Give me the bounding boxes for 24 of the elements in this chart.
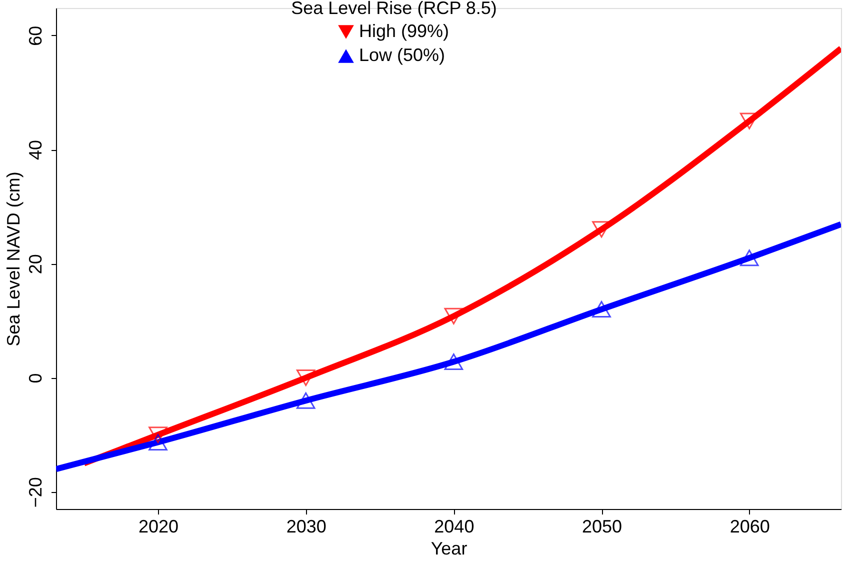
legend-label: Low (50%) bbox=[359, 45, 446, 65]
x-tick-label: 2060 bbox=[730, 516, 770, 536]
x-tick-label: 2030 bbox=[286, 516, 326, 536]
point bbox=[296, 370, 316, 386]
legend-title: Sea Level Rise (RCP 8.5) bbox=[291, 0, 497, 18]
point bbox=[592, 301, 611, 318]
legend-label: High (99%) bbox=[359, 21, 450, 41]
y-tick-label: 40 bbox=[26, 140, 46, 160]
x-tick-label: 2050 bbox=[582, 516, 622, 536]
y-tick-label: 20 bbox=[26, 254, 46, 274]
y-tick-label: 0 bbox=[26, 373, 46, 384]
y-tick-label: 60 bbox=[26, 26, 46, 46]
y-tick-label: −20 bbox=[26, 477, 46, 508]
point bbox=[148, 426, 168, 444]
point bbox=[592, 221, 611, 238]
x-tick-label: 2020 bbox=[138, 516, 179, 536]
point bbox=[444, 308, 464, 324]
point bbox=[148, 434, 168, 450]
y-axis-title: Sea Level NAVD (cm) bbox=[4, 172, 24, 346]
point bbox=[740, 250, 759, 266]
x-axis-title: Year bbox=[430, 538, 468, 558]
x-tick-label: 2040 bbox=[434, 516, 474, 536]
point bbox=[296, 392, 316, 409]
point bbox=[444, 354, 464, 370]
